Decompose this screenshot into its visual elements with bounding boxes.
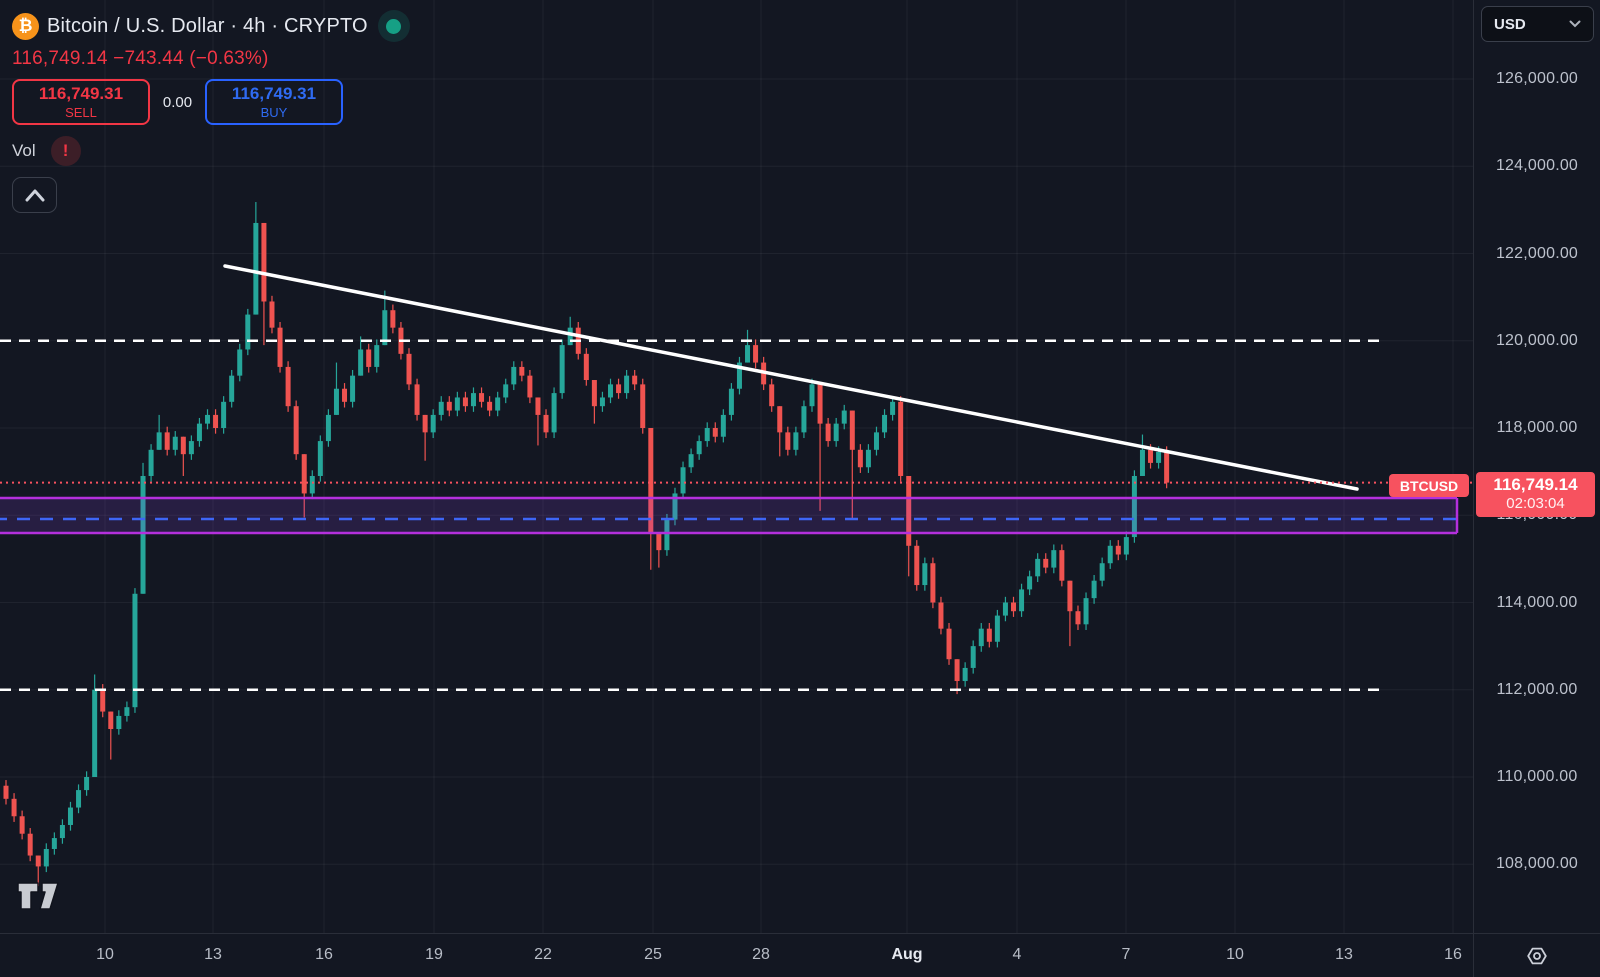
collapse-legend-button[interactable]: [12, 177, 57, 213]
time-axis-label: 25: [644, 946, 662, 963]
time-axis-label: 10: [96, 946, 114, 963]
tradingview-logo[interactable]: [17, 882, 65, 915]
currency-dropdown[interactable]: USD: [1481, 6, 1594, 42]
time-axis-label: 16: [1444, 946, 1462, 963]
chart-plot-area[interactable]: ₿ Bitcoin / U.S. Dollar · 4h · CRYPTO 11…: [0, 0, 1473, 933]
time-axis-label: 13: [1335, 946, 1353, 963]
buy-button[interactable]: 116,749.31 BUY: [205, 79, 343, 125]
candlestick-chart: [0, 0, 1473, 933]
time-axis-label: 28: [752, 946, 770, 963]
price-axis-label: 122,000.00: [1495, 244, 1579, 262]
time-axis-label: 10: [1226, 946, 1244, 963]
bitcoin-icon: ₿: [12, 12, 39, 40]
time-axis-label: Aug: [891, 946, 923, 963]
time-axis-label: 13: [204, 946, 222, 963]
price-axis-label: 124,000.00: [1495, 157, 1579, 175]
time-axis-label: 7: [1121, 946, 1131, 963]
symbol-row: ₿ Bitcoin / U.S. Dollar · 4h · CRYPTO: [12, 10, 410, 42]
sell-button[interactable]: 116,749.31 SELL: [12, 79, 150, 125]
symbol-price-badge[interactable]: BTCUSD: [1389, 474, 1469, 497]
tradingview-logo-icon: [17, 882, 59, 910]
last-price-value: 116,749.14: [1493, 475, 1578, 494]
price-axis-label: 120,000.00: [1495, 331, 1579, 349]
sell-price: 116,749.31: [38, 84, 124, 103]
buy-price: 116,749.31: [231, 84, 317, 103]
price-axis-label: 112,000.00: [1496, 680, 1578, 698]
axis-settings-corner[interactable]: [1473, 933, 1600, 977]
bar-countdown: 02:03:04: [1506, 495, 1565, 512]
chevron-down-icon: [1569, 20, 1581, 28]
legend: ₿ Bitcoin / U.S. Dollar · 4h · CRYPTO 11…: [12, 10, 410, 213]
symbol-title[interactable]: Bitcoin / U.S. Dollar · 4h · CRYPTO: [47, 14, 368, 37]
currency-dropdown-value: USD: [1494, 15, 1526, 33]
market-open-dot[interactable]: [377, 10, 410, 42]
price-axis[interactable]: 126,000.00 124,000.00 122,000.00 120,000.00…: [1473, 0, 1600, 933]
price-axis-label: 108,000.00: [1495, 855, 1579, 873]
time-axis-label: 4: [1012, 946, 1022, 963]
time-axis-label: 19: [425, 946, 443, 963]
price-axis-label: 114,000.00: [1496, 593, 1578, 611]
price-axis-label: 118,000.00: [1496, 419, 1578, 436]
last-price-axis-label[interactable]: 116,749.14 02:03:04: [1476, 472, 1595, 517]
settings-gear-icon: [1527, 947, 1547, 964]
indicator-error-icon[interactable]: !: [50, 136, 81, 166]
volume-indicator-label[interactable]: Vol: [12, 141, 36, 160]
buy-label: BUY: [260, 105, 288, 120]
time-axis-label: 16: [315, 946, 333, 963]
price-axis-label: 126,000.00: [1495, 70, 1579, 87]
time-axis-label: 22: [534, 946, 552, 963]
time-axis[interactable]: 10 13 16 19 22 25 28 Aug 4 7 10 13 16: [0, 933, 1473, 977]
trade-buttons-row: 116,749.31 SELL 0.00 116,749.31 BUY: [12, 79, 410, 125]
price-change-line: 116,749.14 −743.44 (−0.63%): [12, 48, 269, 69]
spread-value: 0.00: [162, 93, 193, 111]
volume-indicator-row: Vol !: [12, 136, 410, 166]
market-open-dot-core: [386, 18, 402, 34]
chevron-up-icon: [25, 189, 44, 202]
sell-label: SELL: [65, 105, 97, 120]
price-axis-label: 110,000.00: [1496, 768, 1578, 785]
